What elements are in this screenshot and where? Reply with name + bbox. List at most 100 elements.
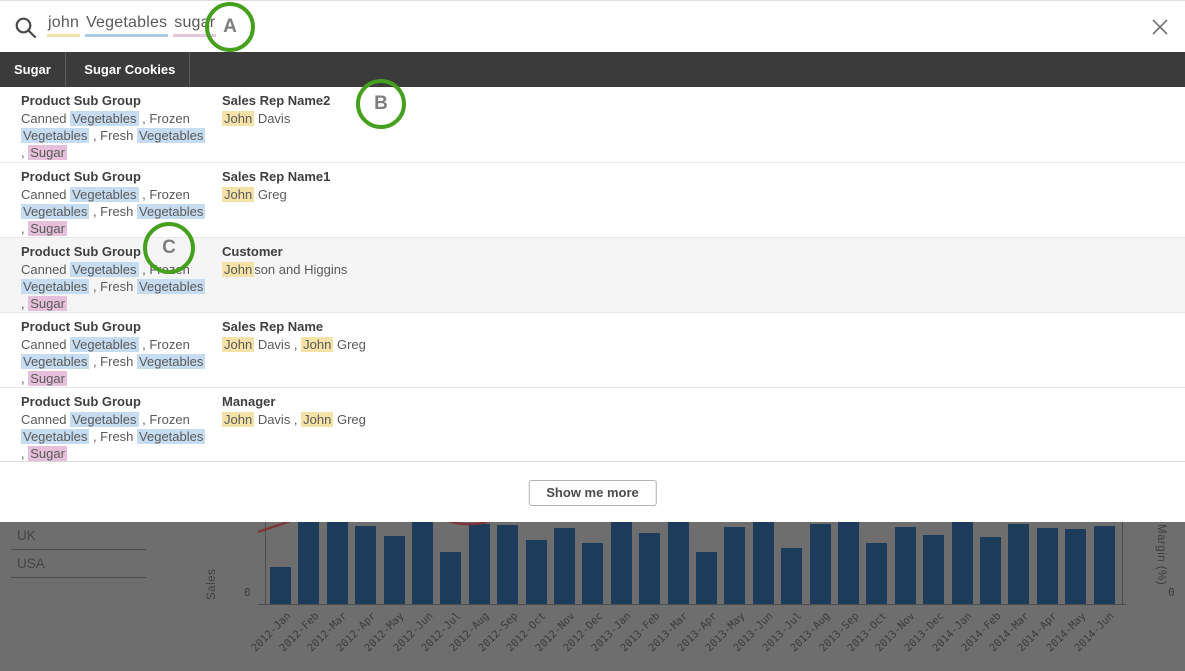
y-axis-line-left — [265, 522, 266, 604]
highlighted-term: Sugar — [28, 221, 67, 236]
chart-bar — [781, 548, 803, 604]
field-title: Manager — [222, 394, 276, 409]
chart-bar — [639, 533, 661, 604]
result-field-left: Product Sub Group Canned Vegetables , Fro… — [21, 93, 211, 162]
chart-bar — [1008, 524, 1030, 604]
result-field-right: Sales Rep Name2 John Davis — [222, 93, 1185, 162]
highlighted-term: Vegetables — [137, 429, 206, 444]
highlighted-term: John — [301, 337, 334, 352]
highlighted-term: Sugar — [28, 296, 67, 311]
highlighted-term: John — [222, 412, 255, 427]
chart-bar — [355, 526, 377, 604]
plain-term: Davis , — [254, 412, 302, 427]
chart-bar — [270, 567, 291, 604]
highlighted-term: Sugar — [28, 371, 67, 386]
annotation-circle-b: B — [356, 79, 406, 129]
show-me-more-button[interactable]: Show me more — [528, 480, 657, 506]
chart-bar — [724, 527, 746, 604]
highlighted-term: Vegetables — [21, 204, 90, 219]
plain-term: Davis — [254, 111, 291, 126]
tab-sugar-cookies[interactable]: Sugar Cookies — [70, 52, 191, 87]
annotation-circle-c: C — [143, 222, 195, 274]
chart-bar — [610, 522, 632, 604]
list-item-uk[interactable]: UK — [11, 522, 146, 550]
plain-term: Canned — [21, 187, 71, 202]
dimmed-app-background: UK USA Sales 0 0 Margin (%) 2012-Jan 2012… — [0, 522, 1185, 671]
y-axis-label-margin: Margin (%) — [1155, 524, 1167, 586]
plain-term: Greg — [333, 337, 366, 352]
plain-term: , Frozen — [138, 111, 190, 126]
results-footer: Show me more — [0, 462, 1185, 522]
highlighted-term: Vegetables — [21, 279, 90, 294]
highlighted-term: Vegetables — [21, 429, 90, 444]
chart-bar — [696, 552, 717, 604]
highlighted-term: Vegetables — [70, 412, 139, 427]
highlighted-term: Vegetables — [137, 128, 206, 143]
highlighted-term: John — [222, 187, 255, 202]
search-term-john: john — [47, 14, 81, 37]
chart-bar — [326, 522, 348, 604]
highlighted-term: Vegetables — [21, 128, 90, 143]
field-title: Product Sub Group — [21, 93, 141, 108]
y-axis-tick-right: 0 — [1168, 586, 1175, 599]
chart-bar — [1036, 528, 1058, 604]
plain-term: , — [21, 145, 29, 160]
field-values: John Greg — [222, 186, 1185, 203]
y-axis-label-sales: Sales — [206, 568, 218, 600]
highlighted-term: Sugar — [28, 446, 67, 461]
search-input[interactable]: john Vegetables sugar — [47, 14, 221, 37]
plain-term: , Frozen — [138, 337, 190, 352]
result-row[interactable]: Product Sub Group Canned Vegetables , Fro… — [0, 163, 1185, 238]
highlighted-term: John — [222, 337, 255, 352]
plain-term: , Frozen — [138, 412, 190, 427]
field-values: John Davis — [222, 110, 1185, 127]
chart-bar — [951, 522, 973, 604]
plain-term: , Fresh — [89, 279, 138, 294]
chart-bar — [582, 543, 604, 604]
plain-term: Canned — [21, 337, 71, 352]
annotation-circle-a: A — [205, 2, 255, 52]
result-row[interactable]: Product Sub Group Canned Vegetables , Fro… — [0, 238, 1185, 313]
result-row[interactable]: Product Sub Group Canned Vegetables , Fro… — [0, 87, 1185, 163]
chart-bar — [809, 524, 831, 604]
annotation-label: C — [162, 237, 176, 258]
field-values: Canned Vegetables , Frozen Vegetables , … — [21, 110, 211, 161]
list-item-usa[interactable]: USA — [11, 550, 146, 578]
result-row[interactable]: Product Sub Group Canned Vegetables , Fro… — [0, 313, 1185, 388]
field-values: John Davis , John Greg — [222, 336, 1185, 353]
chart-bar — [838, 522, 859, 604]
y-axis-line-right — [1122, 522, 1123, 604]
plain-term: Davis , — [254, 337, 302, 352]
chart-bar — [497, 525, 519, 604]
chart-bar — [1093, 526, 1115, 604]
search-results: Product Sub Group Canned Vegetables , Fro… — [0, 87, 1185, 462]
chart-bar — [468, 524, 490, 604]
annotation-label: A — [223, 16, 237, 37]
search-header: john Vegetables sugar — [0, 0, 1185, 52]
field-title: Product Sub Group — [21, 244, 141, 259]
field-values: Canned Vegetables , Frozen Vegetables , … — [21, 411, 211, 462]
field-title: Product Sub Group — [21, 319, 141, 334]
plain-term: , — [21, 296, 29, 311]
close-icon[interactable] — [1150, 17, 1170, 37]
chart-bar — [412, 522, 433, 604]
plain-term: , Fresh — [89, 429, 138, 444]
highlighted-term: Sugar — [28, 145, 67, 160]
plain-term: , — [21, 446, 29, 461]
field-title: Sales Rep Name1 — [222, 169, 331, 184]
result-field-right: Sales Rep Name John Davis , John Greg — [222, 319, 1185, 387]
highlighted-term: Vegetables — [70, 187, 139, 202]
field-values: John Davis , John Greg — [222, 411, 1185, 428]
plain-term: Greg — [254, 187, 287, 202]
result-row[interactable]: Product Sub Group Canned Vegetables , Fro… — [0, 388, 1185, 462]
result-field-right: Sales Rep Name1 John Greg — [222, 169, 1185, 237]
plain-term: son and Higgins — [254, 262, 348, 277]
plain-term: , Fresh — [89, 354, 138, 369]
plain-term: , — [21, 221, 29, 236]
chart-bar — [383, 536, 405, 604]
highlighted-term: Vegetables — [137, 204, 206, 219]
tab-sugar[interactable]: Sugar — [0, 52, 66, 87]
chart-bar — [752, 522, 774, 604]
highlighted-term: Vegetables — [70, 337, 139, 352]
